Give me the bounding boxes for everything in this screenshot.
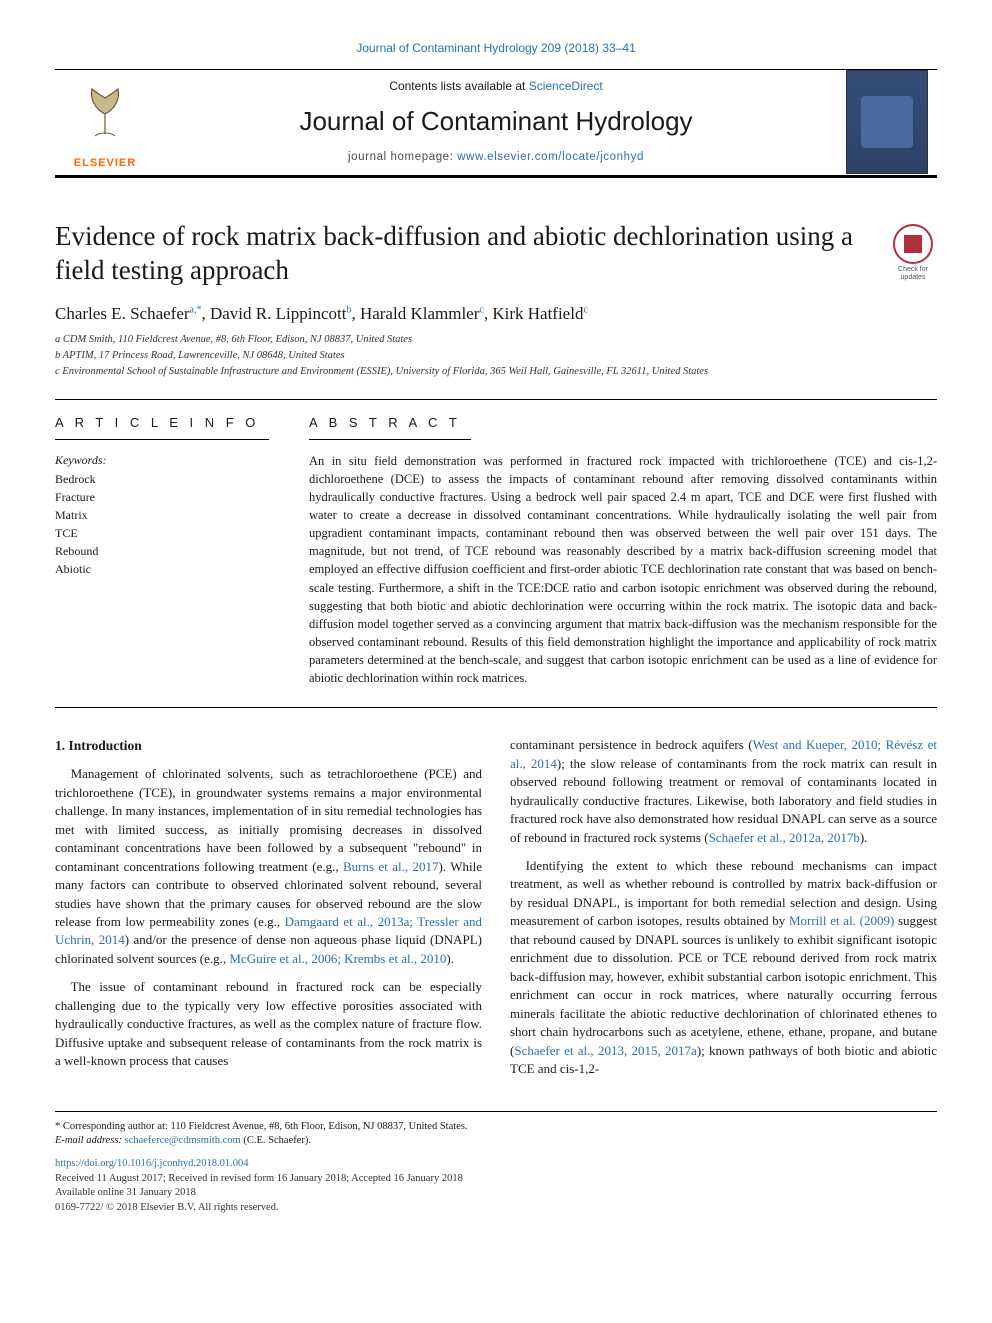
article-info-heading: A R T I C L E I N F O [55, 414, 269, 439]
section-heading-intro: 1. Introduction [55, 736, 482, 755]
check-updates-badge[interactable]: Check forupdates [889, 224, 937, 281]
author-2: , David R. Lippincott [201, 304, 346, 323]
citation-link[interactable]: Schaefer et al., 2012a, 2017b [709, 830, 860, 845]
author-4: , Kirk Hatfield [484, 304, 584, 323]
corresponding-author: * Corresponding author at: 110 Fieldcres… [55, 1120, 937, 1135]
article-body: 1. Introduction Management of chlorinate… [55, 736, 937, 1084]
email-tail: (C.E. Schaefer). [241, 1135, 311, 1146]
journal-name: Journal of Contaminant Hydrology [165, 103, 827, 139]
email-link[interactable]: schaeferce@cdmsmith.com [125, 1135, 241, 1146]
author-1: Charles E. Schaefer [55, 304, 190, 323]
keyword: Bedrock [55, 470, 275, 488]
keyword: Fracture [55, 488, 275, 506]
author-3: , Harald Klammler [351, 304, 479, 323]
citation-link[interactable]: Burns et al., 2017 [343, 859, 439, 874]
citation-link[interactable]: Schaefer et al., 2013, 2015, 2017a [514, 1043, 696, 1058]
citation-link[interactable]: McGuire et al., 2006; Krembs et al., 201… [229, 951, 446, 966]
cover-thumb-wrap [837, 70, 937, 175]
keywords-list: Bedrock Fracture Matrix TCE Rebound Abio… [55, 470, 275, 578]
elsevier-tree-icon [70, 74, 140, 144]
keyword: Abiotic [55, 560, 275, 578]
affiliations: a CDM Smith, 110 Fieldcrest Avenue, #8, … [55, 333, 937, 379]
affiliation-a: a CDM Smith, 110 Fieldcrest Avenue, #8, … [55, 333, 937, 348]
journal-homepage-line: journal homepage: www.elsevier.com/locat… [165, 149, 827, 165]
issn-copyright: 0169-7722/ © 2018 Elsevier B.V. All righ… [55, 1201, 937, 1216]
cover-art [861, 96, 913, 148]
author-1-aff[interactable]: a,* [190, 304, 202, 315]
journal-homepage-link[interactable]: www.elsevier.com/locate/jconhyd [457, 151, 644, 163]
affiliation-b: b APTIM, 17 Princess Road, Lawrenceville… [55, 349, 937, 364]
keyword: Matrix [55, 506, 275, 524]
publisher-wordmark: ELSEVIER [74, 156, 136, 171]
email-label: E-mail address: [55, 1135, 125, 1146]
body-paragraph: The issue of contaminant rebound in frac… [55, 978, 482, 1070]
page-footer: * Corresponding author at: 110 Fieldcres… [55, 1111, 937, 1216]
journal-masthead: ELSEVIER Contents lists available at Sci… [55, 69, 937, 178]
body-paragraph: Management of chlorinated solvents, such… [55, 765, 482, 968]
publisher-block: ELSEVIER [55, 70, 155, 175]
body-paragraph: contaminant persistence in bedrock aquif… [510, 736, 937, 847]
article-title: Evidence of rock matrix back-diffusion a… [55, 220, 937, 288]
doi-link[interactable]: https://doi.org/10.1016/j.jconhyd.2018.0… [55, 1157, 937, 1172]
authors-list: Charles E. Schaefera,*, David R. Lippinc… [55, 302, 937, 326]
masthead-center: Contents lists available at ScienceDirec… [155, 70, 837, 175]
article-header: Check forupdates Evidence of rock matrix… [55, 220, 937, 379]
sciencedirect-link[interactable]: ScienceDirect [529, 79, 603, 93]
abstract-col: A B S T R A C T An in situ field demonst… [309, 414, 937, 687]
abstract-heading: A B S T R A C T [309, 414, 471, 439]
journal-cover-thumb [846, 70, 928, 174]
body-paragraph: Identifying the extent to which these re… [510, 857, 937, 1078]
homepage-prefix: journal homepage: [348, 151, 457, 163]
keyword: Rebound [55, 542, 275, 560]
contents-prefix: Contents lists available at [389, 79, 528, 93]
keyword: TCE [55, 524, 275, 542]
history-line: Received 11 August 2017; Received in rev… [55, 1172, 937, 1187]
affiliation-c: c Environmental School of Sustainable In… [55, 365, 937, 380]
citation-link[interactable]: Morrill et al. (2009) [789, 913, 894, 928]
author-4-aff[interactable]: c [583, 304, 587, 315]
contents-line: Contents lists available at ScienceDirec… [165, 78, 827, 95]
abstract-text: An in situ field demonstration was perfo… [309, 452, 937, 688]
issue-citation[interactable]: Journal of Contaminant Hydrology 209 (20… [55, 40, 937, 57]
article-info-col: A R T I C L E I N F O Keywords: Bedrock … [55, 414, 275, 687]
keywords-label: Keywords: [55, 452, 275, 469]
online-date: Available online 31 January 2018 [55, 1186, 937, 1201]
info-abstract-row: A R T I C L E I N F O Keywords: Bedrock … [55, 399, 937, 708]
corresponding-email-line: E-mail address: schaeferce@cdmsmith.com … [55, 1134, 937, 1149]
